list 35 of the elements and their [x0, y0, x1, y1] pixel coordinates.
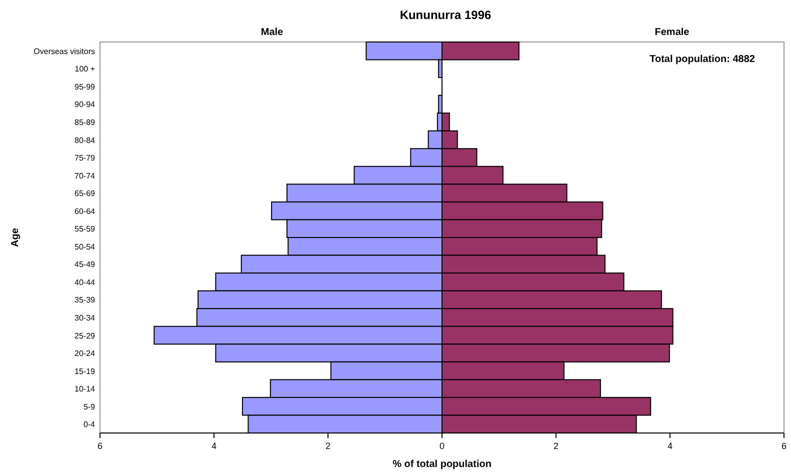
y-tick-label: 5-9 — [83, 402, 96, 412]
y-tick-label: 95-99 — [74, 82, 96, 92]
chart-title: Kununurra 1996 — [400, 8, 492, 22]
y-tick-label: 80-84 — [74, 136, 96, 145]
y-tick-label: 65-69 — [74, 189, 96, 198]
y-tick-label: 25-29 — [74, 331, 96, 340]
y-tick-label: 50-54 — [74, 242, 96, 252]
y-axis-title: Age — [10, 228, 21, 247]
y-tick-label: Overseas visitors — [34, 46, 95, 56]
x-tick-label: 0 — [439, 441, 445, 451]
y-tick-label: 30-34 — [74, 313, 96, 322]
y-tick-label: 70-74 — [74, 171, 96, 180]
text: Female — [654, 27, 690, 38]
y-tick-label: 90-94 — [74, 100, 96, 110]
y-tick-label: 45-49 — [74, 260, 96, 270]
y-tick-label: 40-44 — [74, 278, 96, 287]
text: Male — [260, 27, 284, 38]
annotation: Total population: 4882 — [650, 54, 756, 65]
x-axis-title: % of total population — [392, 459, 492, 470]
y-tick-label: 55-59 — [74, 224, 96, 234]
x-tick-label: 4 — [211, 441, 217, 451]
x-tick-label: 4 — [667, 441, 673, 451]
y-tick-label: 75-79 — [74, 154, 96, 163]
y-tick-label: 35-39 — [74, 296, 96, 305]
y-tick-label: 85-89 — [74, 118, 96, 127]
y-tick-label: 0-4 — [83, 420, 96, 430]
x-tick-label: 6 — [781, 441, 787, 451]
x-tick-label: 6 — [97, 441, 103, 451]
y-tick-label: 15-19 — [74, 366, 96, 376]
y-tick-label: 20-24 — [74, 349, 96, 358]
x-tick-label: 2 — [325, 441, 331, 451]
x-tick-label: 2 — [553, 441, 559, 451]
y-tick-label: 60-64 — [74, 206, 96, 216]
y-tick-label: 10-14 — [74, 384, 96, 394]
y-tick-label: 100 + — [74, 64, 96, 74]
